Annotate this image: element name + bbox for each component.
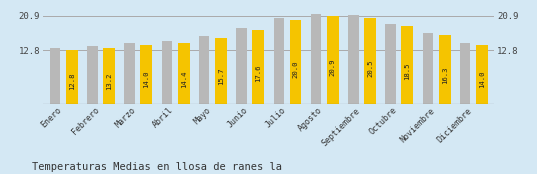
Bar [439,35,451,104]
Bar [199,36,209,104]
Text: 13.2: 13.2 [106,72,112,90]
Text: Temperaturas Medias en llosa de ranes la: Temperaturas Medias en llosa de ranes la [32,162,282,172]
Text: 17.6: 17.6 [255,64,261,82]
Bar [476,45,488,104]
Bar [50,48,60,104]
Text: 12.8: 12.8 [69,73,75,90]
Text: 20.5: 20.5 [367,59,373,77]
Bar [289,20,301,104]
Text: 18.5: 18.5 [404,63,410,80]
Text: 15.7: 15.7 [218,68,224,85]
Bar [401,26,413,104]
Bar [460,43,470,104]
Bar [141,45,153,104]
Bar [236,28,246,104]
Bar [423,33,433,104]
Text: 16.3: 16.3 [441,67,448,84]
Text: 20.0: 20.0 [293,60,299,78]
Bar [178,43,190,104]
Text: 14.0: 14.0 [479,71,485,88]
Bar [311,14,321,104]
Bar [348,15,359,104]
Bar [273,18,284,104]
Bar [215,38,227,104]
Bar [364,18,376,104]
Bar [162,41,172,104]
Bar [386,24,396,104]
Bar [66,50,78,104]
Bar [125,43,135,104]
Bar [252,30,264,104]
Text: 14.0: 14.0 [143,71,149,88]
Text: 20.9: 20.9 [330,58,336,76]
Bar [327,16,339,104]
Text: 14.4: 14.4 [180,70,187,88]
Bar [87,46,98,104]
Bar [103,49,115,104]
